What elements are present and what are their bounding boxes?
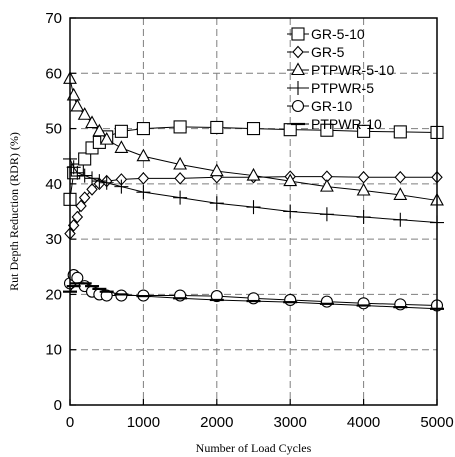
data-point-gr-5-10 <box>246 122 261 136</box>
data-point-gr-5-10 <box>357 124 371 138</box>
data-point-ptpwr-5-10 <box>393 187 408 200</box>
data-point-gr-5 <box>78 191 91 204</box>
legend-item-ptpwr-5-10: PTPWR-5-10 <box>287 62 394 78</box>
data-point-gr-5 <box>394 170 407 184</box>
data-point-gr-5-10 <box>210 120 224 135</box>
axis-ticks: 0 10 20 30 40 50 60 70 0 1000 2000 3000 4000 5000 <box>45 10 453 431</box>
y-tick-label: 30 <box>45 231 62 248</box>
data-point-ptpwr-5 <box>283 204 298 219</box>
data-point-ptpwr-5-10 <box>85 115 99 129</box>
data-point-gr-5-10 <box>114 124 128 138</box>
data-point-ptpwr-5 <box>66 160 81 175</box>
data-point-ptpwr-5-10 <box>283 173 298 187</box>
data-point-ptpwr-5-10 <box>136 148 151 162</box>
data-point-ptpwr-5 <box>319 207 334 222</box>
legend: GR-5-10 GR-5 PTPWR-5-10 PTPWR-5 GR-10 PTPWR-1… <box>287 26 394 132</box>
data-point-ptpwr-5 <box>136 185 151 200</box>
data-point-gr-5-10 <box>320 123 334 137</box>
legend-marker-ptpwr-5-10 <box>291 62 305 76</box>
data-point-ptpwr-5-10 <box>319 178 334 192</box>
data-point-gr-10 <box>357 297 370 310</box>
x-tick-label: 2000 <box>200 414 233 431</box>
legend-item-ptpwr-10: PTPWR-10 <box>287 116 382 132</box>
x-tick-label: 5000 <box>420 414 453 431</box>
data-point-gr-5 <box>174 172 186 185</box>
data-point-gr-10 <box>210 290 223 303</box>
legend-label: GR-10 <box>311 98 352 114</box>
data-point-ptpwr-5 <box>356 210 371 225</box>
data-point-ptpwr-5-10 <box>356 182 371 196</box>
data-point-ptpwr-5-10 <box>246 167 261 181</box>
data-point-gr-5-10 <box>393 125 407 139</box>
data-point-gr-5 <box>357 170 370 184</box>
plot-frame <box>69 17 438 406</box>
data-point-ptpwr-5-10 <box>99 131 114 145</box>
data-point-gr-5 <box>86 183 98 196</box>
legend-label: PTPWR-10 <box>311 116 382 132</box>
data-point-ptpwr-5-10 <box>70 98 85 112</box>
data-point-gr-10 <box>115 289 128 302</box>
plot-area <box>63 71 444 312</box>
x-tick-label: 4000 <box>347 414 380 431</box>
x-tick-label: 0 <box>66 414 74 431</box>
legend-item-gr-5-10: GR-5-10 <box>287 26 365 42</box>
data-point-gr-5-10 <box>173 120 187 134</box>
legend-item-ptpwr-5: PTPWR-5 <box>287 80 374 96</box>
data-point-ptpwr-5 <box>85 171 100 186</box>
y-tick-label: 70 <box>45 10 62 27</box>
series-gr-10 <box>63 269 444 312</box>
y-tick-label: 10 <box>45 342 62 359</box>
data-point-ptpwr-5-10 <box>92 123 107 137</box>
y-tick-label: 40 <box>45 176 62 193</box>
data-point-gr-5-10 <box>283 123 297 137</box>
data-point-ptpwr-5 <box>246 200 261 215</box>
legend-label: GR-5-10 <box>311 26 365 42</box>
y-tick-label: 60 <box>45 65 62 82</box>
legend-marker-gr-5-10 <box>291 27 305 41</box>
data-point-ptpwr-5-10 <box>114 140 129 153</box>
data-point-ptpwr-5 <box>70 165 85 180</box>
x-axis-title: Number of Load Cycles <box>196 441 312 455</box>
data-point-gr-10 <box>284 293 297 307</box>
data-point-ptpwr-5 <box>173 190 188 205</box>
data-point-gr-5-10 <box>78 152 92 166</box>
legend-label: PTPWR-5 <box>311 80 374 96</box>
data-point-gr-10 <box>320 295 333 308</box>
legend-label: PTPWR-5-10 <box>311 62 394 78</box>
legend-label: GR-5 <box>311 44 345 60</box>
x-tick-label: 3000 <box>274 414 307 431</box>
legend-item-gr-5: GR-5 <box>287 44 345 60</box>
y-tick-label: 0 <box>54 397 62 414</box>
data-point-ptpwr-5 <box>99 175 114 190</box>
data-point-ptpwr-5-10 <box>173 156 188 170</box>
data-point-ptpwr-5 <box>393 212 408 227</box>
series-ptpwr-5 <box>63 151 444 230</box>
data-point-gr-5 <box>75 199 87 213</box>
y-tick-label: 20 <box>45 286 62 303</box>
data-point-gr-5-10 <box>136 122 150 136</box>
legend-marker-gr-5 <box>292 45 304 59</box>
data-point-ptpwr-5 <box>77 168 92 183</box>
x-tick-label: 1000 <box>127 414 160 431</box>
legend-marker-gr-10 <box>291 99 305 113</box>
data-point-gr-5 <box>137 172 150 185</box>
y-axis-title: Rut Depth Reduction (RDR) (%) <box>7 132 21 291</box>
data-point-gr-10 <box>100 289 113 302</box>
data-point-ptpwr-5-10 <box>77 107 92 120</box>
legend-marker-ptpwr-5 <box>291 81 305 95</box>
data-point-ptpwr-5 <box>92 174 107 189</box>
y-tick-label: 50 <box>45 121 62 138</box>
legend-item-gr-10: GR-10 <box>287 98 352 114</box>
series-ptpwr-5-10 <box>63 71 444 206</box>
data-point-ptpwr-5 <box>209 196 224 211</box>
data-point-gr-5 <box>71 210 84 224</box>
data-point-ptpwr-5-10 <box>209 163 224 177</box>
data-point-ptpwr-5 <box>114 179 129 194</box>
